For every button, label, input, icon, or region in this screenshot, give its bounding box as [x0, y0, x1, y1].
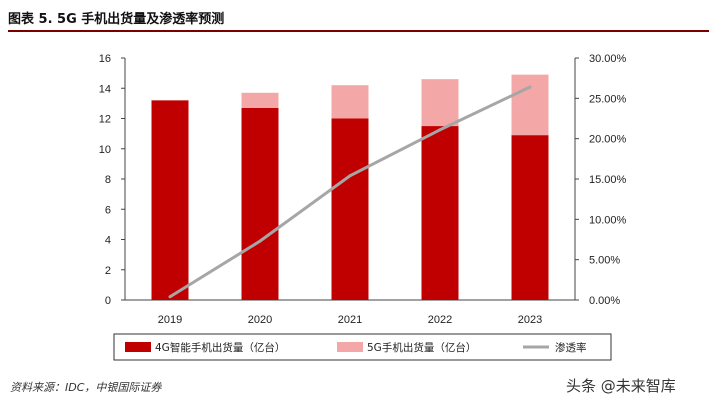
- bars: [151, 74, 549, 300]
- legend-label-2: 渗透率: [555, 341, 587, 354]
- x-tick-label-2023: 2023: [518, 314, 542, 326]
- bar-5g-2023: [511, 74, 549, 136]
- x-tick-labels: 2019 2020 2021 2022 2023: [158, 314, 542, 326]
- legend-label-1: 5G手机出货量（亿台）: [367, 341, 476, 354]
- watermark: 头条 @未来智库: [566, 377, 676, 395]
- x-tick-label-2019: 2019: [158, 314, 182, 326]
- penetration-point-2019: [168, 295, 172, 299]
- right-tick-label: 0.00%: [589, 295, 620, 307]
- left-tick-label: 10: [99, 144, 111, 156]
- chart-title: 图表 5. 5G 手机出货量及渗透率预测: [8, 12, 225, 27]
- right-tick-label: 15.00%: [589, 174, 627, 186]
- bar-5g-2020: [241, 92, 279, 108]
- x-tick-label-2021: 2021: [338, 314, 362, 326]
- chart: 0 2 4 6 8 10 12 14 16 0.00% 5.00% 10.00% 15.00% 20.00…: [99, 53, 627, 361]
- legend-swatch-0: [125, 342, 151, 352]
- left-tick-label: 14: [99, 83, 111, 95]
- right-tick-label: 20.00%: [589, 134, 627, 146]
- legend: 4G智能手机出货量（亿台） 5G手机出货量（亿台） 渗透率: [113, 333, 612, 361]
- bar-5g-2022: [421, 79, 459, 127]
- penetration-point-2023: [528, 85, 532, 89]
- line-series: [168, 85, 532, 299]
- penetration-point-2022: [438, 128, 442, 132]
- penetration-point-2020: [258, 239, 262, 243]
- left-tick-label: 2: [105, 265, 111, 277]
- legend-label-0: 4G智能手机出货量（亿台）: [155, 341, 285, 354]
- left-tick-label: 0: [105, 295, 111, 307]
- right-tick-label: 25.00%: [589, 93, 627, 105]
- left-tick-label: 4: [105, 235, 111, 247]
- left-tick-label: 16: [99, 53, 111, 65]
- legend-frame: [113, 333, 612, 361]
- bar-5g-2021: [331, 85, 369, 119]
- left-tick-label: 12: [99, 114, 111, 126]
- left-tick-label: 8: [105, 174, 111, 186]
- right-tick-label: 10.00%: [589, 214, 627, 226]
- bar-4g-2020: [241, 107, 279, 300]
- left-tick-label: 6: [105, 204, 111, 216]
- bar-4g-2022: [421, 126, 459, 300]
- bar-4g-2021: [331, 118, 369, 300]
- source-note: 资料来源：IDC，中银国际证券: [10, 381, 162, 394]
- x-tick-label-2022: 2022: [428, 314, 452, 326]
- bar-4g-2023: [511, 135, 549, 300]
- title-divider: [8, 30, 709, 32]
- penetration-point-2021: [348, 174, 352, 178]
- x-tick-label-2020: 2020: [248, 314, 272, 326]
- axes: 0 2 4 6 8 10 12 14 16 0.00% 5.00% 10.00% 15.00% 20.00…: [99, 53, 627, 307]
- bar-4g-2019: [151, 100, 189, 300]
- right-tick-label: 30.00%: [589, 53, 627, 65]
- right-tick-label: 5.00%: [589, 255, 620, 267]
- legend-swatch-1: [337, 342, 363, 352]
